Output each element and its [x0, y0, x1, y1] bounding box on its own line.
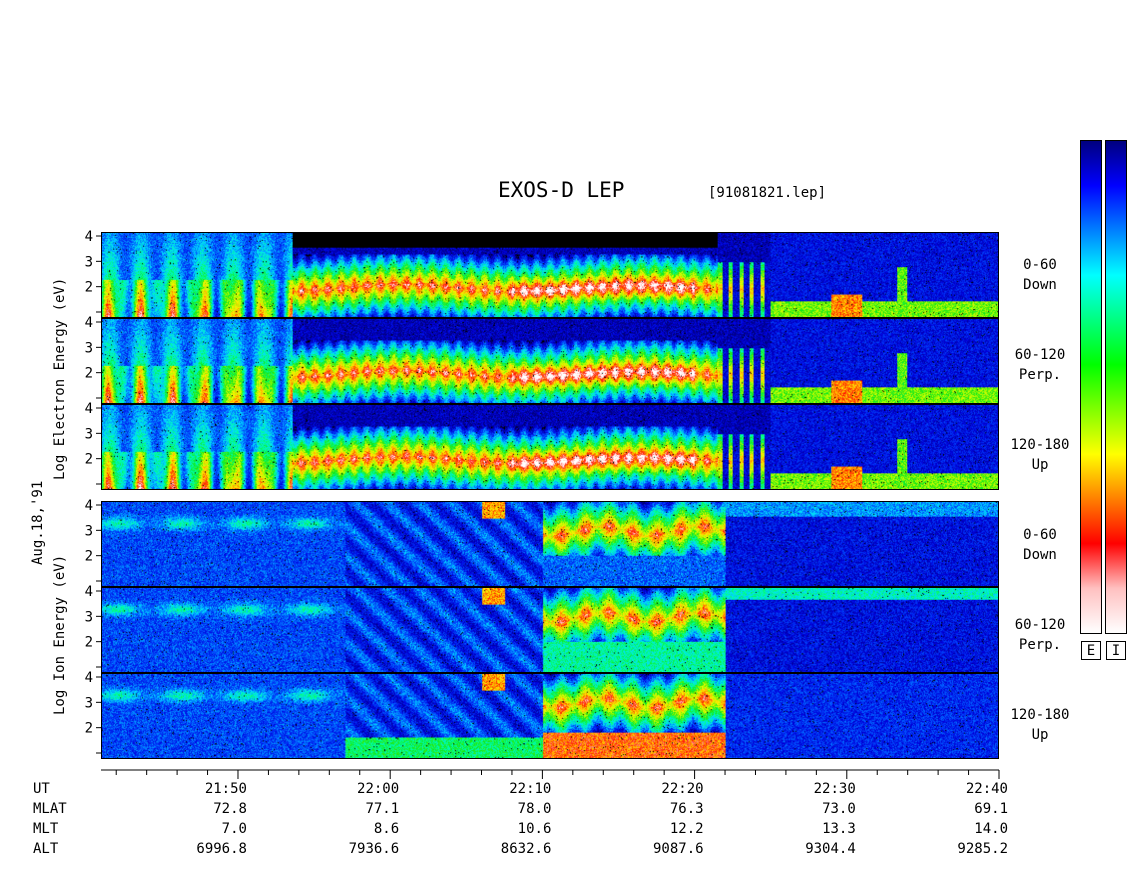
y-tick-label: 4	[85, 584, 93, 600]
y-tick-label: 3	[85, 523, 93, 539]
panel-ion-perp	[101, 587, 999, 673]
ephemeris-mlt-value: 13.3	[822, 821, 856, 837]
pitch-angle-label: 0-60	[1023, 257, 1057, 273]
row-label-ut: UT	[33, 781, 50, 797]
ephemeris-mlat-value: 72.8	[213, 801, 247, 817]
panel-electron-down	[101, 232, 999, 318]
y-tick-label: 3	[85, 695, 93, 711]
ephemeris-mlt-value: 8.6	[373, 821, 400, 837]
ephemeris-mlat-value: 69.1	[974, 801, 1008, 817]
file-name: [91081821.lep]	[708, 185, 827, 201]
y-tick-label: 4	[85, 670, 93, 686]
electron-colorbar-key: E	[1081, 641, 1101, 660]
ephemeris-alt-value: 9285.2	[957, 841, 1008, 857]
y-tick-label: 3	[85, 340, 93, 356]
y-tick-label: 2	[85, 280, 93, 296]
chart-title: EXOS-D LEP	[498, 178, 625, 202]
panel-electron-perp	[101, 318, 999, 404]
ephemeris-times-value: 22:20	[661, 781, 704, 797]
ephemeris-alt-value: 9304.4	[805, 841, 856, 857]
pitch-angle-label: 60-120	[1014, 617, 1066, 633]
y-tick-label: 2	[85, 549, 93, 565]
y-tick-label: 4	[85, 229, 93, 245]
y-tick-label: 2	[85, 721, 93, 737]
electron-colorbar	[1080, 140, 1102, 634]
direction-label: Up	[1031, 457, 1049, 473]
y-tick-label: 2	[85, 366, 93, 382]
y-tick-label: 3	[85, 609, 93, 625]
direction-label: Perp.	[1018, 367, 1062, 383]
pitch-angle-label: 120-180	[1010, 707, 1070, 723]
ephemeris-alt-value: 9087.6	[653, 841, 704, 857]
ion-colorbar-key: I	[1106, 641, 1126, 660]
y-tick-label: 3	[85, 254, 93, 270]
panel-ion-up	[101, 673, 999, 759]
ephemeris-mlat-value: 78.0	[517, 801, 552, 817]
ephemeris-times-value: 22:00	[357, 781, 400, 797]
y-tick-label: 2	[85, 635, 93, 651]
panel-label-ion-perp: 60-120 Perp.	[1003, 615, 1077, 655]
pitch-angle-label: 60-120	[1014, 347, 1066, 363]
ephemeris-times-value: 22:10	[509, 781, 552, 797]
ephemeris-alt-value: 8632.6	[500, 841, 552, 857]
ephemeris-mlt-value: 7.0	[221, 821, 247, 837]
ephemeris-mlat-value: 76.3	[669, 801, 704, 817]
row-label-mlat: MLAT	[33, 801, 67, 817]
ephemeris-times-value: 22:40	[965, 781, 1008, 797]
ephemeris-mlat-value: 77.1	[365, 801, 400, 817]
direction-label: Perp.	[1018, 637, 1062, 653]
direction-label: Down	[1023, 277, 1057, 293]
y-tick-label: 4	[85, 401, 93, 417]
panel-label-electron-down: 0-60 Down	[1003, 255, 1077, 295]
row-label-mlt: MLT	[33, 821, 59, 837]
ephemeris-mlt-value: 12.2	[669, 821, 704, 837]
ephemeris-mlat-value: 73.0	[822, 801, 856, 817]
pitch-angle-label: 0-60	[1023, 527, 1057, 543]
y-tick-label: 2	[85, 452, 93, 468]
direction-label: Down	[1023, 547, 1057, 563]
y-tick-label: 4	[85, 315, 93, 331]
ephemeris-times-value: 21:50	[204, 781, 247, 797]
pitch-angle-label: 120-180	[1010, 437, 1070, 453]
ephemeris-mlt-value: 10.6	[517, 821, 552, 837]
ion-colorbar	[1105, 140, 1127, 634]
panel-ion-down	[101, 501, 999, 587]
panel-label-electron-perp: 60-120 Perp.	[1003, 345, 1077, 385]
ephemeris-alt-value: 7936.6	[348, 841, 400, 857]
panel-electron-up	[101, 404, 999, 490]
panel-label-ion-up: 120-180 Up	[1003, 705, 1077, 745]
row-label-alt: ALT	[33, 841, 59, 857]
ephemeris-alt-value: 6996.8	[196, 841, 247, 857]
y-tick-label: 4	[85, 498, 93, 514]
ephemeris-times-value: 22:30	[813, 781, 856, 797]
panel-label-ion-down: 0-60 Down	[1003, 525, 1077, 565]
direction-label: Up	[1031, 727, 1049, 743]
ephemeris-mlt-value: 14.0	[974, 821, 1008, 837]
panel-label-electron-up: 120-180 Up	[1003, 435, 1077, 475]
y-tick-label: 3	[85, 426, 93, 442]
